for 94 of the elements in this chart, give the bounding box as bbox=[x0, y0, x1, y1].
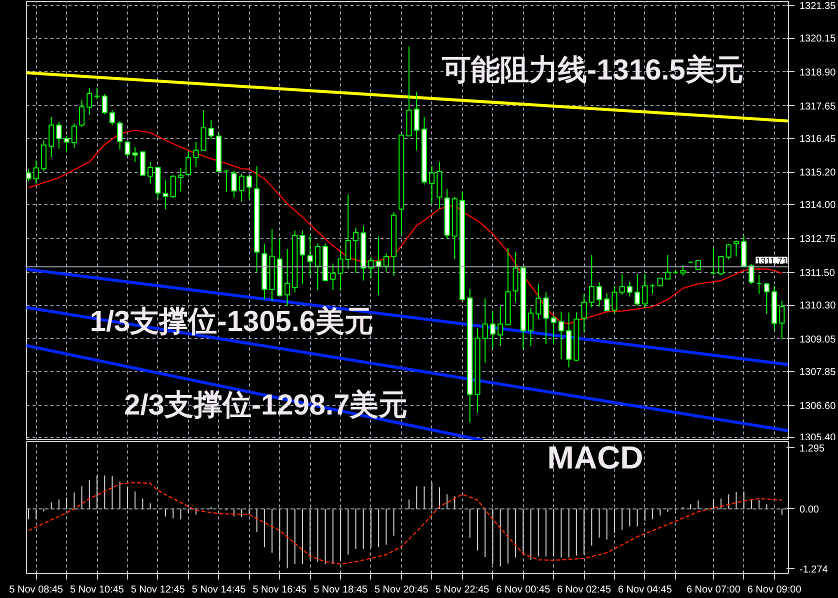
candlestick bbox=[208, 120, 214, 140]
candlestick bbox=[79, 100, 85, 128]
candlestick bbox=[680, 264, 686, 276]
y-tick-label: 1320.15 bbox=[800, 34, 836, 45]
candlestick bbox=[596, 282, 602, 308]
candlestick bbox=[338, 250, 344, 292]
candlestick bbox=[626, 281, 632, 298]
candlestick bbox=[345, 194, 351, 270]
candlestick bbox=[307, 234, 313, 276]
candlestick bbox=[231, 170, 237, 198]
y-tick-label: 1310.30 bbox=[800, 300, 836, 312]
ref-line-label: 1311.71 bbox=[756, 256, 788, 266]
chart-title: MACD bbox=[547, 440, 644, 476]
candlestick bbox=[376, 236, 382, 296]
y-tick-label: 0.00 bbox=[800, 504, 820, 516]
candlestick bbox=[490, 310, 496, 350]
candlestick bbox=[482, 298, 488, 363]
candlestick bbox=[498, 305, 504, 346]
y-tick-label: 1307.85 bbox=[800, 366, 836, 378]
x-tick-label: 6 Nov 07:00 bbox=[686, 584, 741, 596]
candlestick bbox=[314, 243, 320, 291]
candlestick bbox=[368, 256, 374, 279]
candlestick bbox=[581, 293, 587, 332]
x-tick-label: 5 Nov 12:45 bbox=[130, 584, 186, 596]
x-tick-label: 6 Nov 09:00 bbox=[747, 584, 802, 596]
candlestick bbox=[383, 252, 389, 272]
candlestick bbox=[102, 94, 108, 115]
candlestick bbox=[33, 160, 39, 184]
candlestick bbox=[200, 110, 206, 151]
x-tick-label: 5 Nov 14:45 bbox=[192, 584, 246, 596]
candlestick bbox=[300, 230, 306, 284]
candlestick bbox=[132, 146, 138, 162]
x-tick-label: 5 Nov 10:45 bbox=[70, 584, 124, 596]
x-tick-label: 5 Nov 20:45 bbox=[374, 584, 429, 596]
y-tick-label: 1311.50 bbox=[800, 268, 836, 279]
x-tick-label: 5 Nov 08:45 bbox=[9, 584, 64, 596]
candlestick bbox=[94, 87, 100, 100]
candlestick bbox=[86, 88, 92, 116]
x-tick-label: 5 Nov 16:45 bbox=[252, 584, 308, 596]
candlestick bbox=[330, 263, 336, 291]
y-tick-label: 1318.90 bbox=[800, 67, 836, 78]
candlestick bbox=[71, 122, 77, 148]
candlestick bbox=[170, 174, 176, 198]
candlestick bbox=[162, 180, 168, 210]
candlestick bbox=[536, 283, 542, 320]
y-tick-label: 1312.75 bbox=[800, 234, 836, 246]
candlestick bbox=[246, 174, 252, 200]
candlestick bbox=[148, 161, 154, 184]
x-tick-label: 5 Nov 22:45 bbox=[435, 584, 490, 596]
x-tick-label: 6 Nov 00:45 bbox=[496, 584, 551, 596]
candlestick bbox=[558, 311, 564, 360]
y-tick-label: -1.274 bbox=[800, 564, 828, 576]
candlestick bbox=[528, 307, 534, 346]
annotation: 可能阻力线-1316.5美元 bbox=[441, 53, 744, 86]
candlestick bbox=[178, 167, 184, 192]
candlestick bbox=[604, 292, 610, 312]
y-tick-label: 1321.35 bbox=[800, 1, 836, 12]
candlestick bbox=[56, 121, 62, 150]
y-tick-label: 1314.00 bbox=[800, 200, 836, 212]
candlestick bbox=[186, 151, 192, 176]
y-tick-label: 1306.60 bbox=[800, 400, 836, 412]
candlestick bbox=[40, 140, 47, 172]
y-tick-label: 1315.20 bbox=[800, 168, 836, 179]
candlestick bbox=[664, 254, 671, 280]
candlestick bbox=[48, 116, 54, 158]
candlestick bbox=[64, 135, 70, 152]
candlestick bbox=[512, 252, 518, 303]
candlestick bbox=[109, 110, 116, 126]
x-tick-label: 6 Nov 02:45 bbox=[557, 584, 612, 596]
candlestick bbox=[140, 151, 146, 176]
y-tick-label: 1309.05 bbox=[800, 334, 836, 346]
candlestick bbox=[588, 254, 594, 308]
candlestick bbox=[650, 283, 656, 294]
candlestick bbox=[612, 285, 618, 314]
x-tick-label: 6 Nov 04:45 bbox=[618, 584, 672, 596]
candlestick bbox=[284, 248, 290, 306]
y-tick-label: 1316.45 bbox=[800, 134, 836, 145]
candlestick bbox=[414, 91, 420, 151]
candlestick bbox=[193, 141, 199, 168]
y-tick-label: 1.295 bbox=[800, 443, 825, 454]
candlestick bbox=[619, 274, 625, 296]
candlestick bbox=[26, 168, 32, 182]
x-tick-label: 5 Nov 18:45 bbox=[314, 584, 368, 596]
candlestick bbox=[117, 120, 123, 150]
candlestick bbox=[352, 227, 359, 274]
candlestick bbox=[550, 315, 556, 345]
candlestick bbox=[543, 292, 549, 345]
candlestick bbox=[634, 273, 640, 306]
candlestick bbox=[238, 173, 244, 202]
candlestick bbox=[224, 170, 230, 193]
y-tick-label: 1317.65 bbox=[800, 101, 836, 112]
candlestick bbox=[124, 140, 130, 157]
candlestick bbox=[642, 273, 648, 309]
candlestick bbox=[429, 165, 435, 204]
